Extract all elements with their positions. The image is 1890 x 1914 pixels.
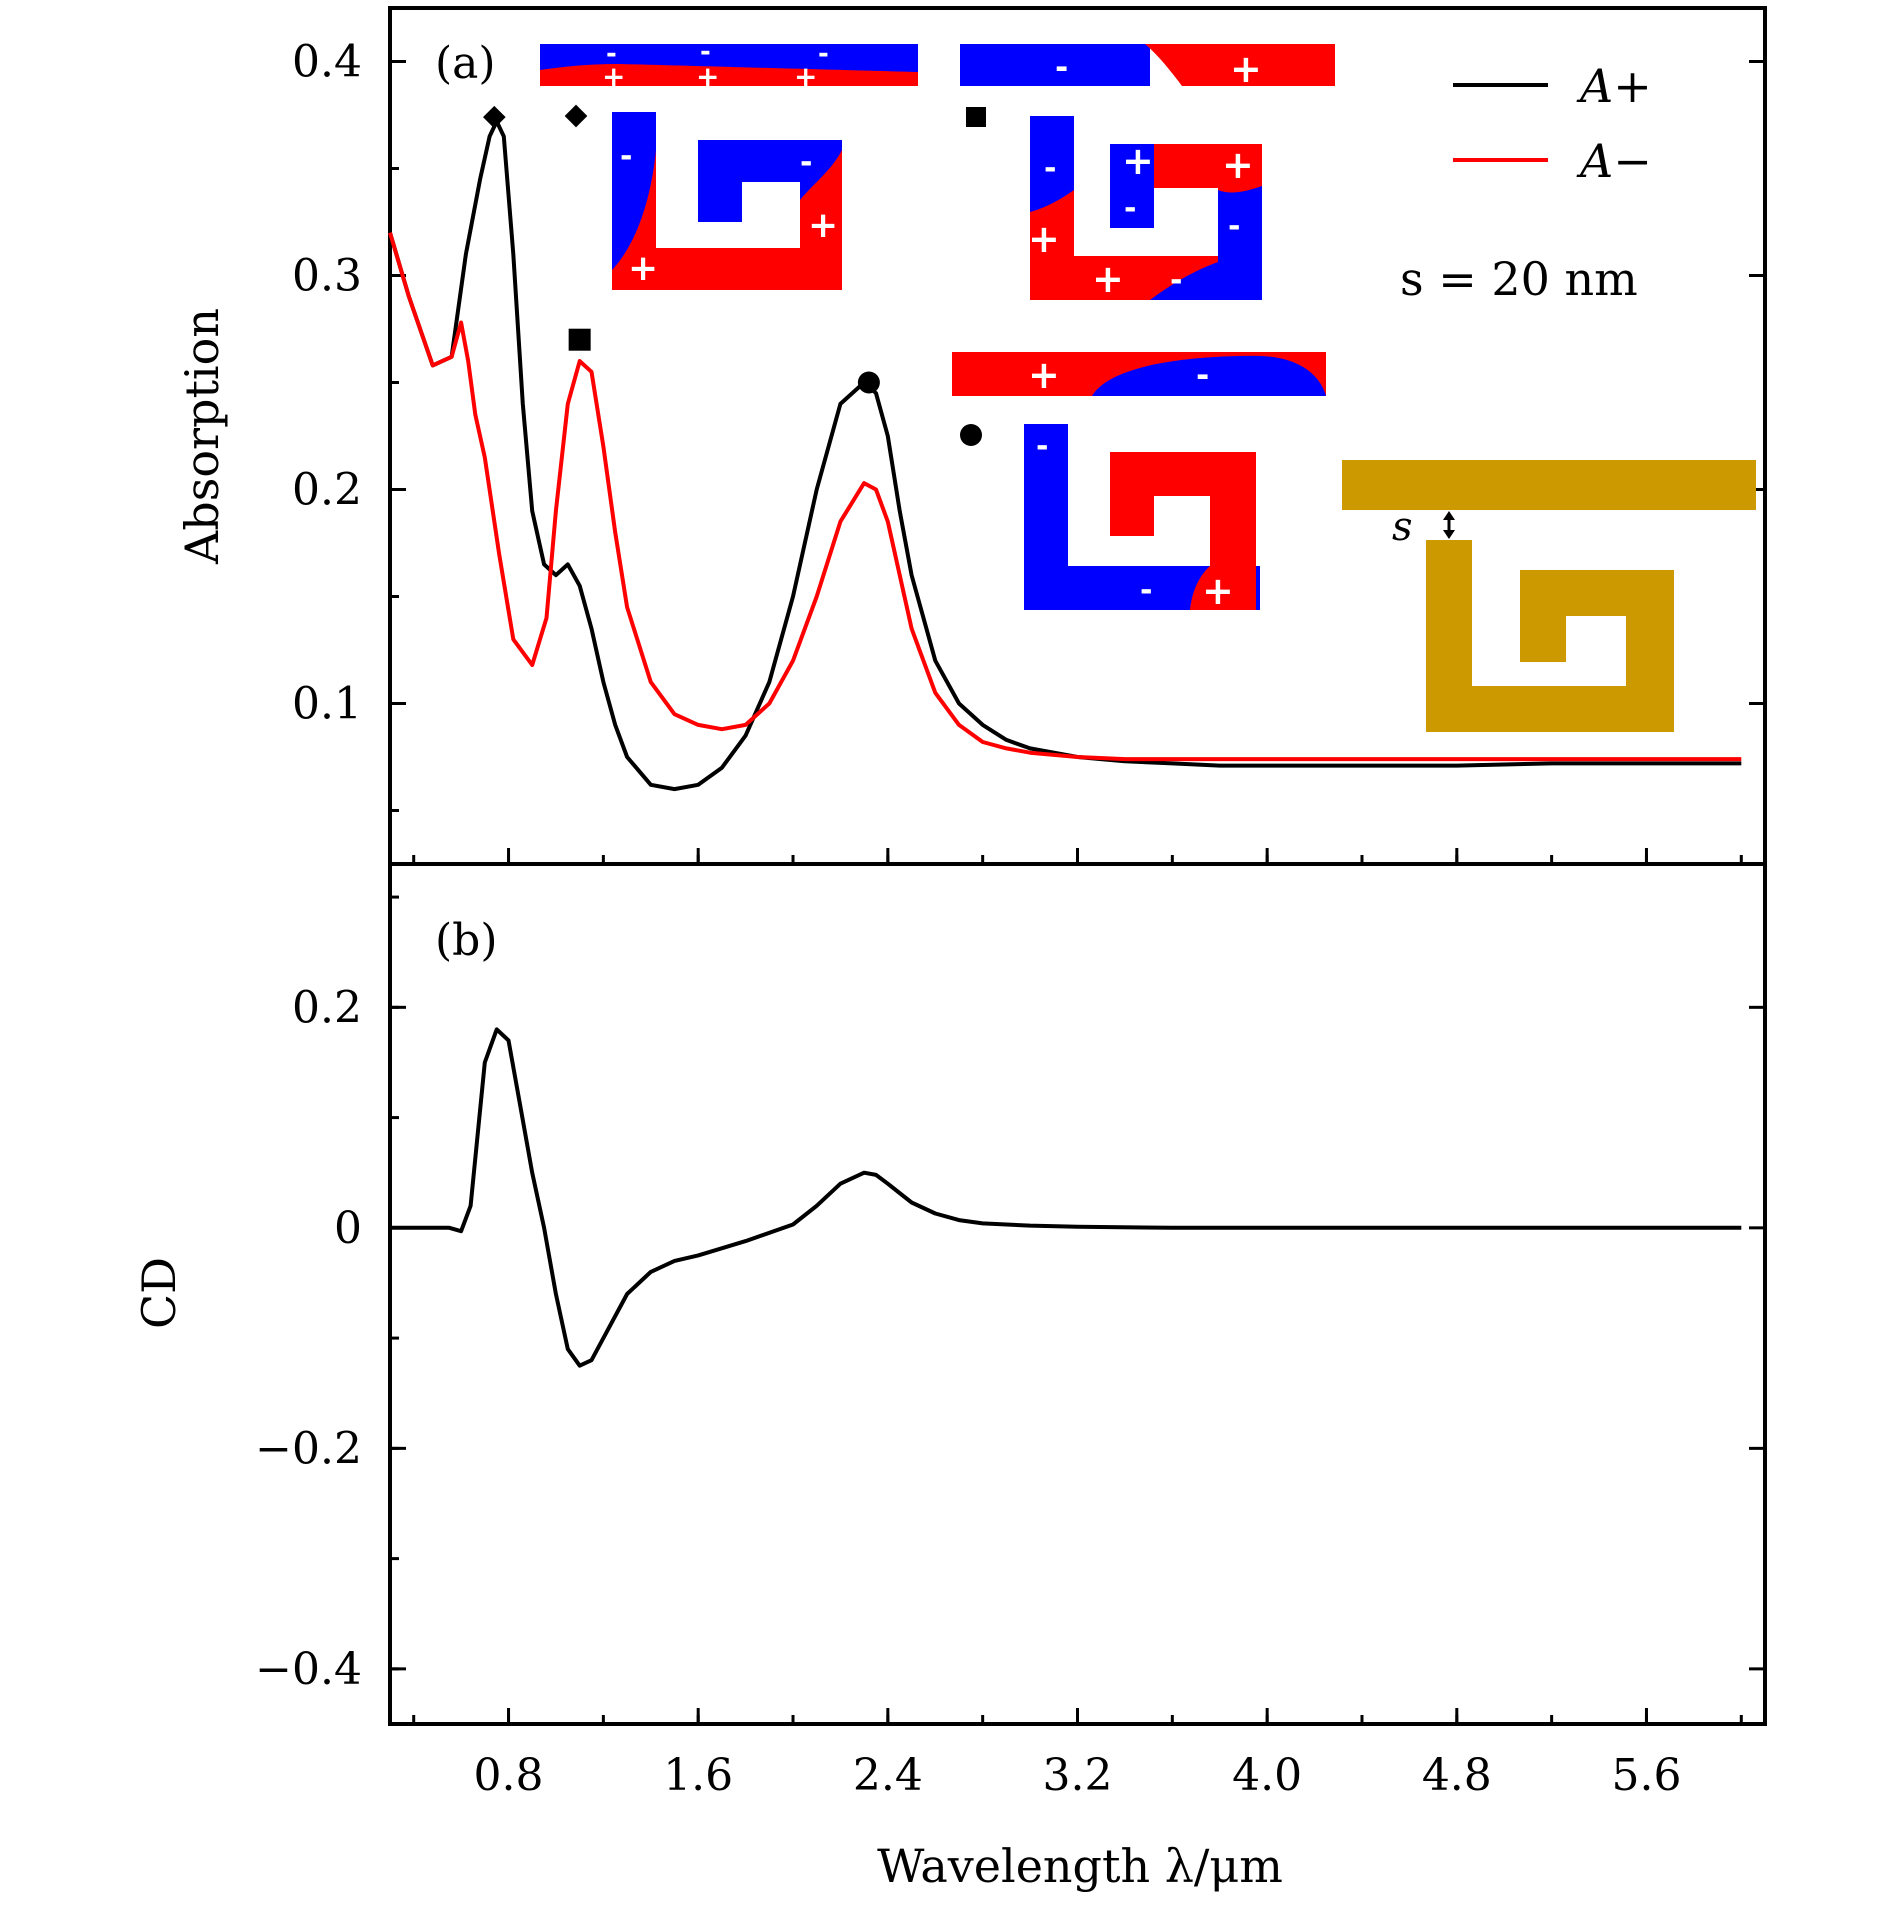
y-tick-label: 0.2: [292, 982, 362, 1033]
y-axis-label-b: CD: [132, 1257, 186, 1329]
charge-plus: +: [808, 205, 838, 246]
panel-a-ticks: 0.1 0.2 0.3 0.4: [292, 37, 1765, 864]
y-tick-label: −0.4: [255, 1644, 362, 1695]
charge-plus: +: [1028, 353, 1060, 397]
panel-b-label: (b): [435, 915, 498, 966]
inset-square-spiral-red-5: [1110, 144, 1154, 228]
gap-arrow-head-down: [1443, 530, 1455, 539]
charge-minus: -: [818, 39, 829, 69]
structure-schematic: s: [1342, 460, 1756, 732]
charge-plus: +: [794, 60, 817, 93]
y-tick-label: −0.2: [255, 1423, 362, 1474]
peak-marker-circle: [857, 371, 880, 394]
inset-diamond-spiral-blue-2: [698, 140, 842, 222]
panel-a-lines: [388, 119, 1742, 792]
charge-plus: +: [1028, 217, 1060, 261]
series-line-A: [388, 232, 1742, 762]
panel-a-label: (a): [435, 38, 496, 89]
inset-diamond-spiral-blue: [612, 112, 656, 270]
x-tick-label: 1.6: [663, 1750, 733, 1801]
charge-plus: +: [1202, 569, 1234, 613]
panel-b-lines: [390, 1027, 1742, 1368]
charge-plus: +: [1122, 139, 1154, 183]
charge-minus: -: [800, 145, 812, 180]
charge-minus: -: [1140, 573, 1152, 608]
charge-minus: -: [1044, 151, 1056, 186]
charge-minus: -: [1228, 209, 1240, 244]
inset-square-spiral-blue-2: [1150, 186, 1262, 300]
y-tick-label: 0: [334, 1203, 362, 1254]
charge-plus: +: [628, 248, 658, 289]
x-tick-label: 5.6: [1611, 1750, 1681, 1801]
y-axis-label-a: Absorption: [175, 308, 229, 565]
panel-a-markers: [482, 105, 880, 394]
charge-minus: -: [1036, 429, 1048, 464]
y-tick-label: 0.4: [292, 37, 362, 88]
charge-plus: +: [602, 60, 625, 93]
y-tick-label: 0.2: [292, 465, 362, 516]
charge-plus: +: [1230, 47, 1262, 91]
inset-circle-spiral-red: [1110, 452, 1256, 610]
schematic-spiral-inner: [1520, 570, 1566, 662]
charge-minus: -: [620, 139, 632, 174]
charge-minus: -: [1196, 356, 1209, 394]
charge-minus: -: [606, 39, 617, 69]
charge-minus: -: [1170, 263, 1182, 298]
panel-b-frame: [388, 862, 1767, 1726]
charge-plus: +: [696, 60, 719, 93]
schematic-bar: [1342, 460, 1756, 510]
x-tick-label: 3.2: [1043, 1750, 1113, 1801]
x-tick-label: 4.0: [1232, 1750, 1302, 1801]
charge-plus: +: [1092, 257, 1124, 301]
inset-diamond-marker: [564, 104, 588, 128]
panel-b-ticks: −0.4 −0.2 0 0.2 0.8 1.6 2.4 3.2 4.0 4.8 5.6: [255, 895, 1765, 1801]
peak-marker-square: [568, 328, 591, 351]
inset-square-bar-red: [1145, 44, 1335, 86]
x-tick-label: 2.4: [853, 1750, 923, 1801]
charge-minus: -: [1055, 48, 1068, 86]
inset-circle-bar-blue: [1092, 355, 1326, 396]
inset-diamond-bar-top: [540, 44, 918, 72]
x-tick-label: 0.8: [474, 1750, 544, 1801]
s-annotation: s = 20 nm: [1400, 252, 1638, 306]
charge-plus: +: [1222, 143, 1254, 187]
gap-arrow-head-up: [1443, 511, 1455, 520]
inset-circle-mode: + - - - +: [952, 352, 1326, 613]
legend-label-a-plus: A+: [1576, 59, 1652, 113]
y-tick-label: 0.3: [292, 251, 362, 302]
x-axis-label: Wavelength λ/μm: [877, 1839, 1283, 1893]
series-line-A: [388, 119, 1742, 792]
peak-marker-diamond: [482, 105, 506, 129]
inset-square-spiral-blue: [1030, 116, 1074, 212]
series-line-CD: [390, 1027, 1742, 1368]
y-tick-label: 0.1: [292, 679, 362, 730]
inset-diamond-mode: - - - + + + - - + +: [540, 37, 918, 290]
inset-square-mode: - + - + + - - + + -: [960, 44, 1335, 301]
gap-label: s: [1392, 504, 1413, 550]
charge-minus: -: [1124, 191, 1136, 226]
panel-a-frame: [388, 6, 1767, 866]
inset-square-bar-blue: [960, 44, 1150, 86]
charge-minus: -: [700, 37, 711, 67]
x-tick-label: 4.8: [1422, 1750, 1492, 1801]
inset-circle-marker: [960, 424, 982, 446]
inset-square-marker: [966, 107, 986, 127]
legend: A+ A−: [1453, 59, 1652, 188]
legend-label-a-minus: A−: [1576, 134, 1652, 188]
